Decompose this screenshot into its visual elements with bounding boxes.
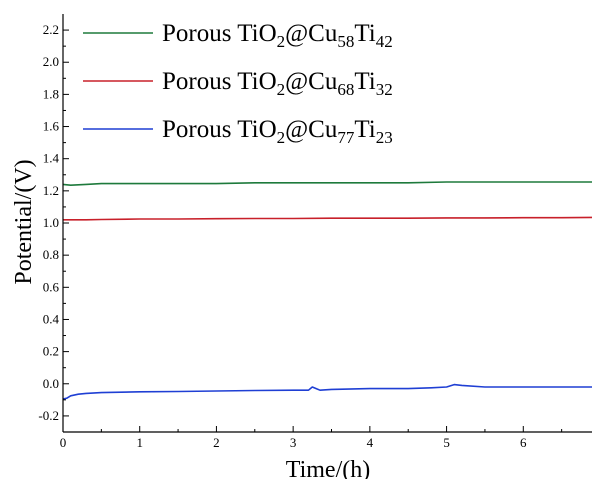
x-tick-label: 5 [443, 435, 450, 450]
legend-text-part: Ti [354, 20, 375, 47]
y-tick-label: 1.2 [43, 183, 59, 198]
legend-subscript: 2 [277, 128, 286, 147]
legend-text-part: Porous TiO [162, 20, 277, 47]
legend-item-3: Porous TiO2@Cu77Ti23 [83, 116, 393, 147]
x-tick-label: 3 [290, 435, 297, 450]
y-tick-label: 1.0 [43, 215, 59, 230]
x-tick-label: 0 [60, 435, 67, 450]
legend-label: Porous TiO2@Cu58Ti42 [162, 20, 393, 51]
series-line-2 [63, 216, 592, 221]
legend-subscript: 32 [376, 80, 393, 99]
legend-item-2: Porous TiO2@Cu68Ti32 [83, 68, 393, 99]
series-line-3 [62, 383, 592, 400]
legend-text-part: @Cu [285, 20, 338, 47]
legend-text-part: @Cu [285, 68, 338, 95]
x-axis-title: Time/(h) [286, 457, 370, 479]
y-tick-label: 2.2 [43, 22, 59, 37]
legend-label: Porous TiO2@Cu77Ti23 [162, 116, 393, 147]
legend-text-part: Porous TiO [162, 116, 277, 143]
x-tick-label: 4 [367, 435, 374, 450]
x-tick-label: 6 [520, 435, 527, 450]
x-tick-label: 1 [136, 435, 143, 450]
y-tick-label: 0.6 [43, 279, 60, 294]
legend-subscript: 2 [277, 80, 286, 99]
legend-text-part: Porous TiO [162, 68, 277, 95]
y-tick-label: 1.4 [43, 151, 60, 166]
y-tick-label: 2.0 [43, 54, 59, 69]
y-tick-label: 1.8 [43, 86, 59, 101]
legend-subscript: 68 [337, 80, 354, 99]
legend-subscript: 77 [337, 128, 355, 147]
y-tick-label: 0.2 [43, 344, 59, 359]
y-tick-label: 0.4 [43, 311, 60, 326]
y-tick-label: -0.2 [38, 408, 59, 423]
legend-label: Porous TiO2@Cu68Ti32 [162, 68, 393, 99]
legend-text-part: @Cu [285, 116, 338, 143]
y-tick-label: 0.0 [43, 376, 59, 391]
x-tick-label: 2 [213, 435, 220, 450]
legend-subscript: 23 [376, 128, 393, 147]
legend-text-part: Ti [354, 68, 375, 95]
y-axis-title: Potential/(V) [11, 159, 37, 284]
legend-text-part: Ti [354, 116, 375, 143]
legend-subscript: 2 [277, 32, 286, 51]
axis-layer: 01234567-0.20.00.20.40.60.81.01.21.41.61… [38, 14, 592, 450]
legend-subscript: 42 [376, 32, 393, 51]
y-tick-label: 1.6 [43, 119, 60, 134]
y-tick-label: 0.8 [43, 247, 59, 262]
legend-subscript: 58 [337, 32, 354, 51]
series-line-1 [62, 181, 592, 186]
series-layer [62, 181, 592, 400]
legend-item-1: Porous TiO2@Cu58Ti42 [83, 20, 393, 51]
